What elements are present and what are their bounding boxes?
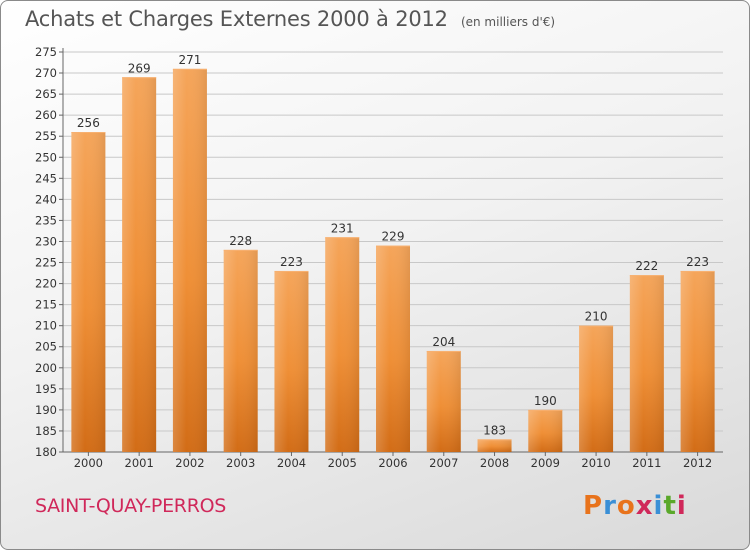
bar-value-label: 223 [280,255,303,269]
bar-shade [426,350,461,452]
labels: 256 2000 269 2001 271 2002 228 2003 223 2004 231 20… [74,53,713,470]
logo-letter: t [663,491,677,521]
logo-letter: i [653,491,664,521]
y-tick-label: 240 [35,192,57,206]
bar-shade [680,270,715,452]
bar-shade [629,275,664,452]
logo-letter: i [676,491,687,521]
x-tick-label: 2005 [328,456,357,470]
bar-shade [71,132,106,452]
bar-value-label: 229 [382,230,405,244]
y-tick-label: 180 [35,445,57,459]
y-tick-label: 275 [35,45,57,59]
x-tick-label: 2002 [175,456,204,470]
x-tick-label: 2004 [277,456,306,470]
y-tick-label: 185 [35,424,57,438]
bar-value-label: 222 [635,259,658,273]
bar-shade [579,325,614,452]
y-tick-label: 230 [35,234,57,248]
y-tick-label: 220 [35,277,57,291]
x-tick-label: 2010 [581,456,610,470]
x-tick-label: 2001 [125,456,154,470]
y-tick-label: 195 [35,382,57,396]
x-tick-label: 2009 [531,456,560,470]
bar-value-label: 223 [686,255,709,269]
y-tick-label: 265 [35,87,57,101]
y-tick-label: 250 [35,150,57,164]
city-name: SAINT-QUAY-PERROS [35,495,227,517]
x-tick-label: 2011 [632,456,661,470]
bar-value-label: 210 [585,310,608,324]
y-tick-label: 225 [35,256,57,270]
logo-letter: o [616,491,636,521]
y-tick-label: 215 [35,298,57,312]
bar-shade [376,245,410,452]
proxiti-logo: Proxiti [583,491,687,521]
bar-value-label: 204 [432,335,455,349]
bar-shade [325,237,360,452]
bar-shade [528,409,563,452]
y-tick-label: 205 [35,340,57,354]
y-tick-label: 270 [35,66,57,80]
logo-letter: x [635,491,654,521]
x-tick-label: 2012 [683,456,712,470]
bars [71,68,715,453]
bar-value-label: 231 [331,221,354,235]
logo-letter: P [583,491,604,521]
bar-shade [274,270,309,452]
bar-value-label: 269 [128,61,151,75]
bar-shade [122,77,157,453]
y-tick-label: 245 [35,171,57,185]
y-tick-label: 210 [35,319,57,333]
x-tick-label: 2008 [480,456,509,470]
logo-letter: r [603,491,617,521]
x-tick-label: 2000 [74,456,103,470]
title-row: Achats et Charges Externes 2000 à 2012 (… [25,7,555,31]
y-tick-label: 255 [35,129,57,143]
chart-title: Achats et Charges Externes 2000 à 2012 [25,7,448,31]
bar-value-label: 271 [178,53,201,67]
x-tick-label: 2003 [226,456,255,470]
y-tick-label: 235 [35,213,57,227]
bar-value-label: 256 [77,116,100,130]
y-tick-label: 200 [35,361,57,375]
y-tick-label: 190 [35,403,57,417]
x-tick-label: 2007 [429,456,458,470]
bar-shade [223,249,258,452]
bar-shade [477,439,512,452]
chart-subtitle: (en milliers d'€) [460,15,556,29]
x-tick-label: 2006 [378,456,407,470]
bar-value-label: 228 [229,234,252,248]
bar-value-label: 190 [534,394,557,408]
bar-shade [172,68,207,452]
bar-value-label: 183 [483,423,506,437]
y-tick-label: 260 [35,108,57,122]
